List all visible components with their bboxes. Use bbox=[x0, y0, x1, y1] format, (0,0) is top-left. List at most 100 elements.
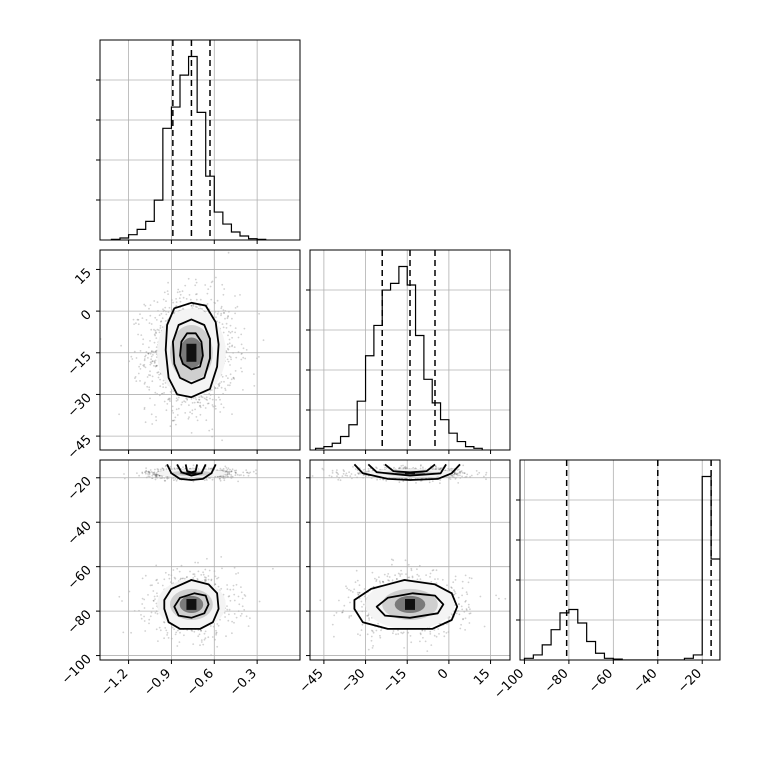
scatter-point bbox=[150, 355, 153, 358]
scatter-point bbox=[153, 471, 156, 474]
scatter-point bbox=[365, 470, 368, 473]
scatter-point bbox=[175, 397, 178, 400]
scatter-point bbox=[246, 471, 249, 474]
scatter-point bbox=[165, 629, 168, 632]
scatter-point bbox=[249, 617, 251, 620]
scatter-point bbox=[468, 622, 471, 624]
scatter-point bbox=[457, 596, 460, 599]
scatter-point bbox=[368, 617, 370, 620]
scatter-point bbox=[159, 385, 162, 388]
scatter-point bbox=[401, 632, 404, 635]
scatter-point bbox=[412, 466, 415, 469]
scatter-point bbox=[475, 470, 478, 472]
scatter-point bbox=[231, 620, 234, 623]
scatter-point bbox=[158, 475, 161, 477]
scatter-point bbox=[240, 343, 243, 346]
scatter-point bbox=[158, 314, 161, 317]
scatter-point bbox=[211, 478, 214, 481]
scatter-point bbox=[240, 612, 243, 615]
scatter-point bbox=[476, 473, 479, 476]
scatter-point bbox=[227, 315, 230, 317]
panel-frame bbox=[309, 249, 511, 451]
scatter-point bbox=[223, 380, 225, 383]
scatter-point bbox=[137, 372, 140, 375]
scatter-point bbox=[429, 633, 432, 635]
scatter-point bbox=[223, 288, 226, 290]
scatter-point bbox=[199, 307, 202, 310]
scatter-point bbox=[304, 628, 306, 630]
scatter-point bbox=[146, 376, 149, 378]
scatter-point bbox=[177, 288, 180, 291]
scatter-point bbox=[147, 475, 150, 478]
scatter-point bbox=[244, 595, 247, 597]
scatter-point bbox=[391, 579, 394, 582]
scatter-point bbox=[456, 472, 459, 475]
scatter-point bbox=[148, 475, 151, 478]
scatter-point bbox=[160, 468, 162, 471]
scatter-point bbox=[156, 468, 159, 470]
scatter-point bbox=[437, 628, 440, 630]
scatter-point bbox=[215, 316, 217, 319]
scatter-point bbox=[156, 328, 159, 331]
scatter-point bbox=[187, 277, 190, 280]
scatter-point bbox=[148, 386, 151, 389]
scatter-point bbox=[151, 375, 154, 378]
scatter-point bbox=[227, 475, 230, 478]
scatter-point bbox=[173, 311, 176, 314]
scatter-point bbox=[172, 419, 175, 422]
scatter-point bbox=[192, 467, 194, 470]
scatter-point bbox=[159, 324, 162, 327]
scatter-point bbox=[137, 333, 140, 336]
scatter-point bbox=[226, 473, 229, 476]
scatter-point bbox=[151, 584, 153, 587]
scatter-point bbox=[176, 399, 179, 401]
scatter-point bbox=[433, 634, 436, 637]
scatter-point bbox=[204, 637, 207, 640]
histogram-p1 bbox=[314, 265, 483, 450]
scatter-point bbox=[136, 318, 139, 321]
scatter-point bbox=[242, 389, 244, 391]
scatter-point bbox=[227, 251, 230, 254]
scatter-point bbox=[153, 404, 156, 406]
scatter-point bbox=[165, 300, 167, 302]
scatter-point bbox=[362, 603, 365, 606]
scatter-point bbox=[437, 467, 440, 470]
scatter-point bbox=[478, 471, 481, 474]
scatter-point bbox=[404, 465, 407, 468]
tick-label-x: −20 bbox=[675, 666, 705, 696]
scatter-point bbox=[194, 305, 197, 308]
scatter-point bbox=[204, 630, 207, 633]
scatter-point bbox=[155, 365, 158, 367]
scatter-point bbox=[181, 401, 184, 404]
scatter-point bbox=[345, 472, 348, 475]
scatter-point bbox=[349, 601, 351, 604]
scatter-point bbox=[152, 600, 155, 602]
scatter-point bbox=[455, 473, 458, 476]
scatter-point bbox=[435, 467, 438, 469]
panel-frame bbox=[99, 249, 301, 451]
scatter-point bbox=[193, 573, 196, 576]
scatter-point bbox=[227, 315, 229, 318]
scatter-point bbox=[134, 376, 137, 378]
scatter-point bbox=[144, 574, 147, 577]
scatter-point bbox=[144, 304, 147, 307]
scatter-point bbox=[226, 588, 229, 591]
scatter-point bbox=[153, 333, 156, 336]
scatter-point bbox=[397, 572, 400, 575]
scatter-point bbox=[453, 593, 455, 596]
scatter-point bbox=[221, 283, 224, 286]
scatter-point bbox=[195, 398, 198, 401]
scatter-point bbox=[147, 594, 149, 596]
scatter-point bbox=[465, 609, 468, 611]
scatter-point bbox=[420, 464, 422, 466]
scatter-point bbox=[202, 573, 205, 576]
scatter-point bbox=[186, 398, 189, 400]
scatter-point bbox=[228, 345, 231, 348]
scatter-point bbox=[439, 468, 442, 470]
scatter-point bbox=[155, 346, 158, 348]
scatter-point bbox=[428, 481, 431, 484]
scatter-point bbox=[367, 470, 370, 472]
scatter-point bbox=[394, 574, 396, 577]
scatter-point bbox=[454, 579, 457, 581]
scatter-point bbox=[331, 472, 334, 474]
